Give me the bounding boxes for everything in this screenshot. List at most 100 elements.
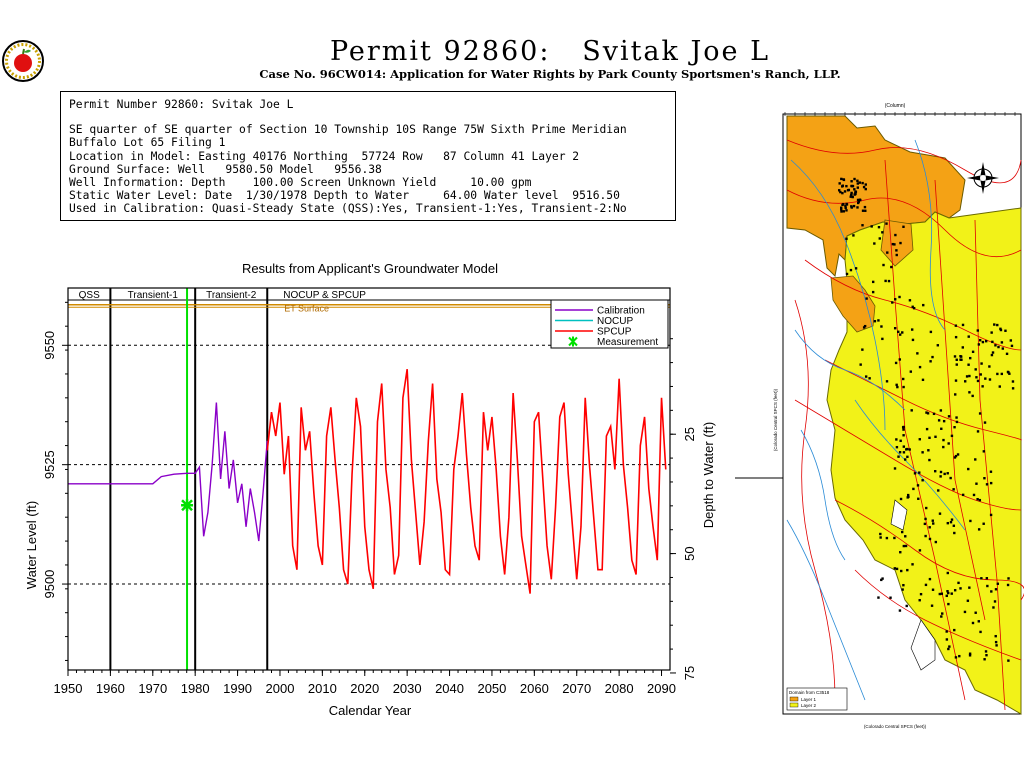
- legal-description-line: SE quarter of SE quarter of Section 10 T…: [69, 123, 627, 137]
- well-marker: [968, 374, 971, 378]
- well-marker: [1000, 372, 1004, 376]
- static-water-level-line: Static Water Level: Date 1/30/1978 Depth…: [69, 189, 620, 203]
- well-marker: [994, 640, 998, 644]
- well-marker: [983, 421, 987, 424]
- well-marker: [945, 638, 949, 641]
- well-marker: [969, 519, 972, 523]
- well-marker: [894, 361, 898, 365]
- well-marker: [850, 184, 854, 188]
- well-marker: [849, 268, 853, 272]
- well-marker: [839, 206, 843, 209]
- layer1-patch: [830, 275, 876, 333]
- well-marker: [922, 303, 925, 307]
- well-marker: [931, 588, 935, 591]
- chart-grid: [68, 344, 670, 585]
- well-marker: [873, 319, 877, 323]
- well-marker: [926, 412, 930, 415]
- well-marker: [844, 206, 847, 210]
- well-marker: [968, 391, 971, 394]
- well-marker: [900, 530, 904, 534]
- well-marker: [923, 522, 927, 526]
- well-marker: [877, 596, 880, 599]
- well-marker: [906, 568, 909, 572]
- well-marker: [988, 378, 992, 381]
- well-marker: [934, 540, 938, 544]
- well-marker: [858, 181, 862, 184]
- well-marker: [853, 188, 856, 191]
- chart-series: [68, 369, 667, 594]
- well-marker: [868, 377, 871, 380]
- well-marker: [916, 352, 919, 355]
- well-marker: [916, 484, 920, 487]
- map-legend-label: Layer 2: [801, 703, 817, 708]
- well-marker: [1008, 372, 1011, 375]
- well-marker: [981, 340, 985, 344]
- well-marker: [978, 498, 982, 502]
- well-marker: [984, 377, 987, 380]
- well-marker: [893, 243, 896, 246]
- well-marker: [864, 183, 867, 186]
- road-line: [804, 259, 1022, 351]
- well-marker: [856, 186, 860, 189]
- well-marker: [918, 471, 921, 474]
- well-marker: [969, 356, 972, 360]
- well-marker: [989, 513, 993, 517]
- well-marker: [996, 323, 999, 327]
- well-marker: [856, 182, 860, 185]
- well-marker: [976, 329, 980, 332]
- x-tick-label: 1960: [96, 681, 125, 696]
- well-marker: [942, 438, 945, 442]
- well-marker: [955, 420, 959, 424]
- y-right-tick-label: 50: [682, 546, 697, 560]
- model-domain-map: (Column) (Colorado Central SPCS (feet)) (C…: [735, 103, 1024, 729]
- well-marker: [977, 528, 981, 531]
- stream-line: [794, 329, 906, 411]
- well-marker: [983, 658, 986, 661]
- well-marker: [845, 184, 848, 188]
- well-marker: [994, 588, 998, 591]
- well-marker: [924, 517, 927, 521]
- well-marker: [929, 330, 933, 334]
- well-marker: [873, 242, 876, 245]
- well-marker: [939, 470, 943, 474]
- well-marker: [947, 442, 950, 445]
- chart-axes: 1950 1960 1970 1980 1990 2000 2010 2020 2030 2040…: [42, 287, 697, 696]
- well-marker: [953, 355, 957, 358]
- well-marker: [953, 426, 956, 429]
- permit-number-line: Permit Number 92860: Svitak Joe L: [69, 98, 294, 111]
- well-marker: [902, 451, 906, 454]
- road-line: [824, 359, 1022, 441]
- well-info-panel: Permit Number 92860: Svitak Joe L SE quar…: [60, 91, 676, 221]
- well-marker: [967, 335, 970, 338]
- well-marker: [1005, 352, 1009, 356]
- well-marker: [954, 324, 958, 327]
- well-marker: [946, 472, 949, 475]
- well-marker: [844, 204, 847, 208]
- well-marker: [950, 592, 953, 595]
- well-marker: [856, 198, 860, 202]
- page-subtitle: Case No. 96CW014: Application for Water …: [259, 67, 841, 81]
- well-marker: [912, 487, 915, 491]
- well-marker: [885, 536, 889, 540]
- x-tick-label: 2090: [647, 681, 676, 696]
- well-marker: [948, 645, 951, 648]
- well-marker: [887, 279, 891, 283]
- well-marker: [976, 497, 979, 501]
- well-marker: [964, 380, 967, 383]
- well-marker: [879, 532, 882, 536]
- well-marker: [898, 451, 902, 454]
- well-marker: [976, 379, 980, 383]
- well-marker: [864, 187, 867, 191]
- x-tick-label: 1990: [223, 681, 252, 696]
- well-marker: [895, 249, 898, 252]
- well-marker: [954, 335, 958, 339]
- legend-label: Measurement: [597, 337, 658, 348]
- well-marker: [982, 522, 985, 525]
- well-marker: [903, 458, 907, 461]
- well-marker: [904, 535, 907, 538]
- well-marker: [902, 544, 906, 548]
- well-marker: [942, 445, 945, 449]
- well-marker: [864, 375, 868, 378]
- well-marker: [949, 520, 953, 524]
